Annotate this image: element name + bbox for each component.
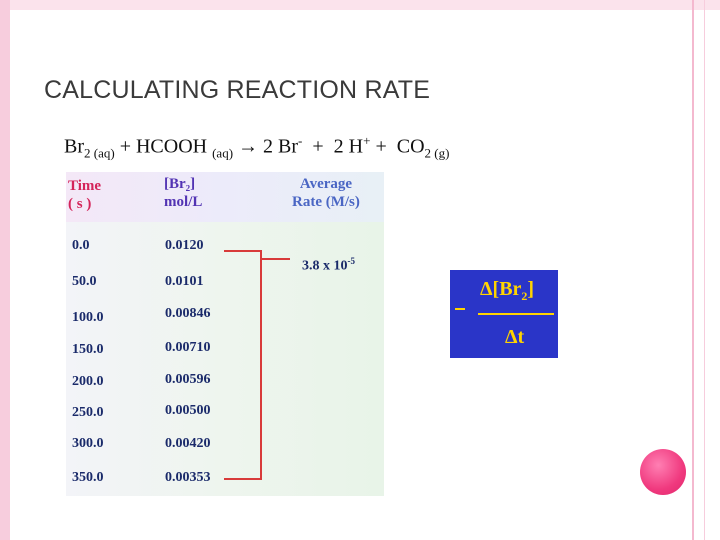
eq-br2: Br — [64, 135, 84, 158]
table-header: Time ( s ) [Br₂] mol/L Average Rate (M/s… — [66, 172, 384, 222]
formula-numerator: Δ[Br2] — [480, 278, 534, 304]
eq-plus-hcooh: + HCOOH — [114, 135, 213, 158]
formula-numerator-text: Δ[Br — [480, 278, 522, 300]
table-cell-time: 100.0 — [72, 310, 104, 325]
formula-minus-sign — [455, 308, 465, 310]
table-cell-br2: 0.00596 — [165, 372, 211, 387]
rate-exponent: -5 — [347, 256, 356, 266]
frame-left-border — [0, 0, 10, 540]
reaction-equation: Br2 (aq) + HCOOH (aq) → 2 Br- + 2 H+ + C… — [64, 133, 449, 162]
header-br2-line1: [Br₂] — [164, 176, 196, 192]
table-cell-br2: 0.00353 — [165, 470, 211, 485]
table-cell-time: 350.0 — [72, 470, 104, 485]
formula-denominator: Δt — [505, 326, 525, 348]
bracket-tick — [224, 250, 262, 252]
eq-products-c: + CO — [370, 135, 425, 158]
average-rate-value: 3.8 x 10-5 — [302, 256, 355, 275]
eq-br2-sub: 2 (aq) — [84, 145, 115, 161]
eq-hcooh-sub: (aq) — [212, 145, 234, 161]
table-cell-time: 250.0 — [72, 405, 104, 420]
table-cell-time: 150.0 — [72, 342, 104, 357]
rate-formula: Δ[Br2] Δt — [450, 270, 558, 358]
table-cell-br2: 0.0120 — [165, 238, 204, 253]
rate-data-table: Time ( s ) [Br₂] mol/L Average Rate (M/s… — [66, 172, 384, 496]
table-cell-time: 0.0 — [72, 238, 90, 253]
eq-products-a: 2 Br — [263, 135, 299, 158]
header-time-line2: ( s ) — [68, 196, 92, 212]
table-cell-br2: 0.0101 — [165, 274, 204, 289]
table-cell-br2: 0.00420 — [165, 436, 211, 451]
eq-br-charge: - — [298, 133, 303, 148]
bracket-line — [260, 250, 262, 480]
header-br2-line2: mol/L — [164, 194, 203, 210]
rate-mantissa: 3.8 x 10 — [302, 258, 348, 274]
frame-right-line-thin — [704, 0, 705, 540]
table-cell-br2: 0.00710 — [165, 340, 211, 355]
header-time: Time ( s ) — [68, 177, 101, 213]
eq-products-b: + 2 H — [302, 135, 364, 158]
eq-co2-sub: 2 (g) — [424, 145, 450, 161]
slide-title: CALCULATING REACTION RATE — [44, 76, 431, 104]
formula-numerator-close: ] — [527, 278, 535, 300]
frame-top-border — [10, 0, 720, 10]
formula-numerator-sub: 2 — [521, 289, 528, 303]
header-rate-line2: Rate (M/s) — [292, 194, 360, 210]
table-cell-time: 300.0 — [72, 436, 104, 451]
bracket-arm — [260, 258, 290, 260]
header-rate-line1: Average — [299, 176, 353, 192]
header-time-line1: Time — [68, 178, 102, 194]
header-rate: Average Rate (M/s) — [292, 175, 360, 211]
formula-fraction-bar — [478, 313, 554, 315]
decorative-circle-icon — [640, 449, 686, 495]
bracket-tick — [224, 478, 262, 480]
frame-right-line — [692, 0, 694, 540]
table-cell-br2: 0.00500 — [165, 403, 211, 418]
table-cell-time: 200.0 — [72, 374, 104, 389]
header-br2: [Br₂] mol/L — [164, 175, 202, 211]
table-cell-br2: 0.00846 — [165, 306, 211, 321]
eq-h-charge: + — [363, 133, 371, 148]
table-cell-time: 50.0 — [72, 274, 97, 289]
eq-arrow: → — [233, 135, 264, 158]
